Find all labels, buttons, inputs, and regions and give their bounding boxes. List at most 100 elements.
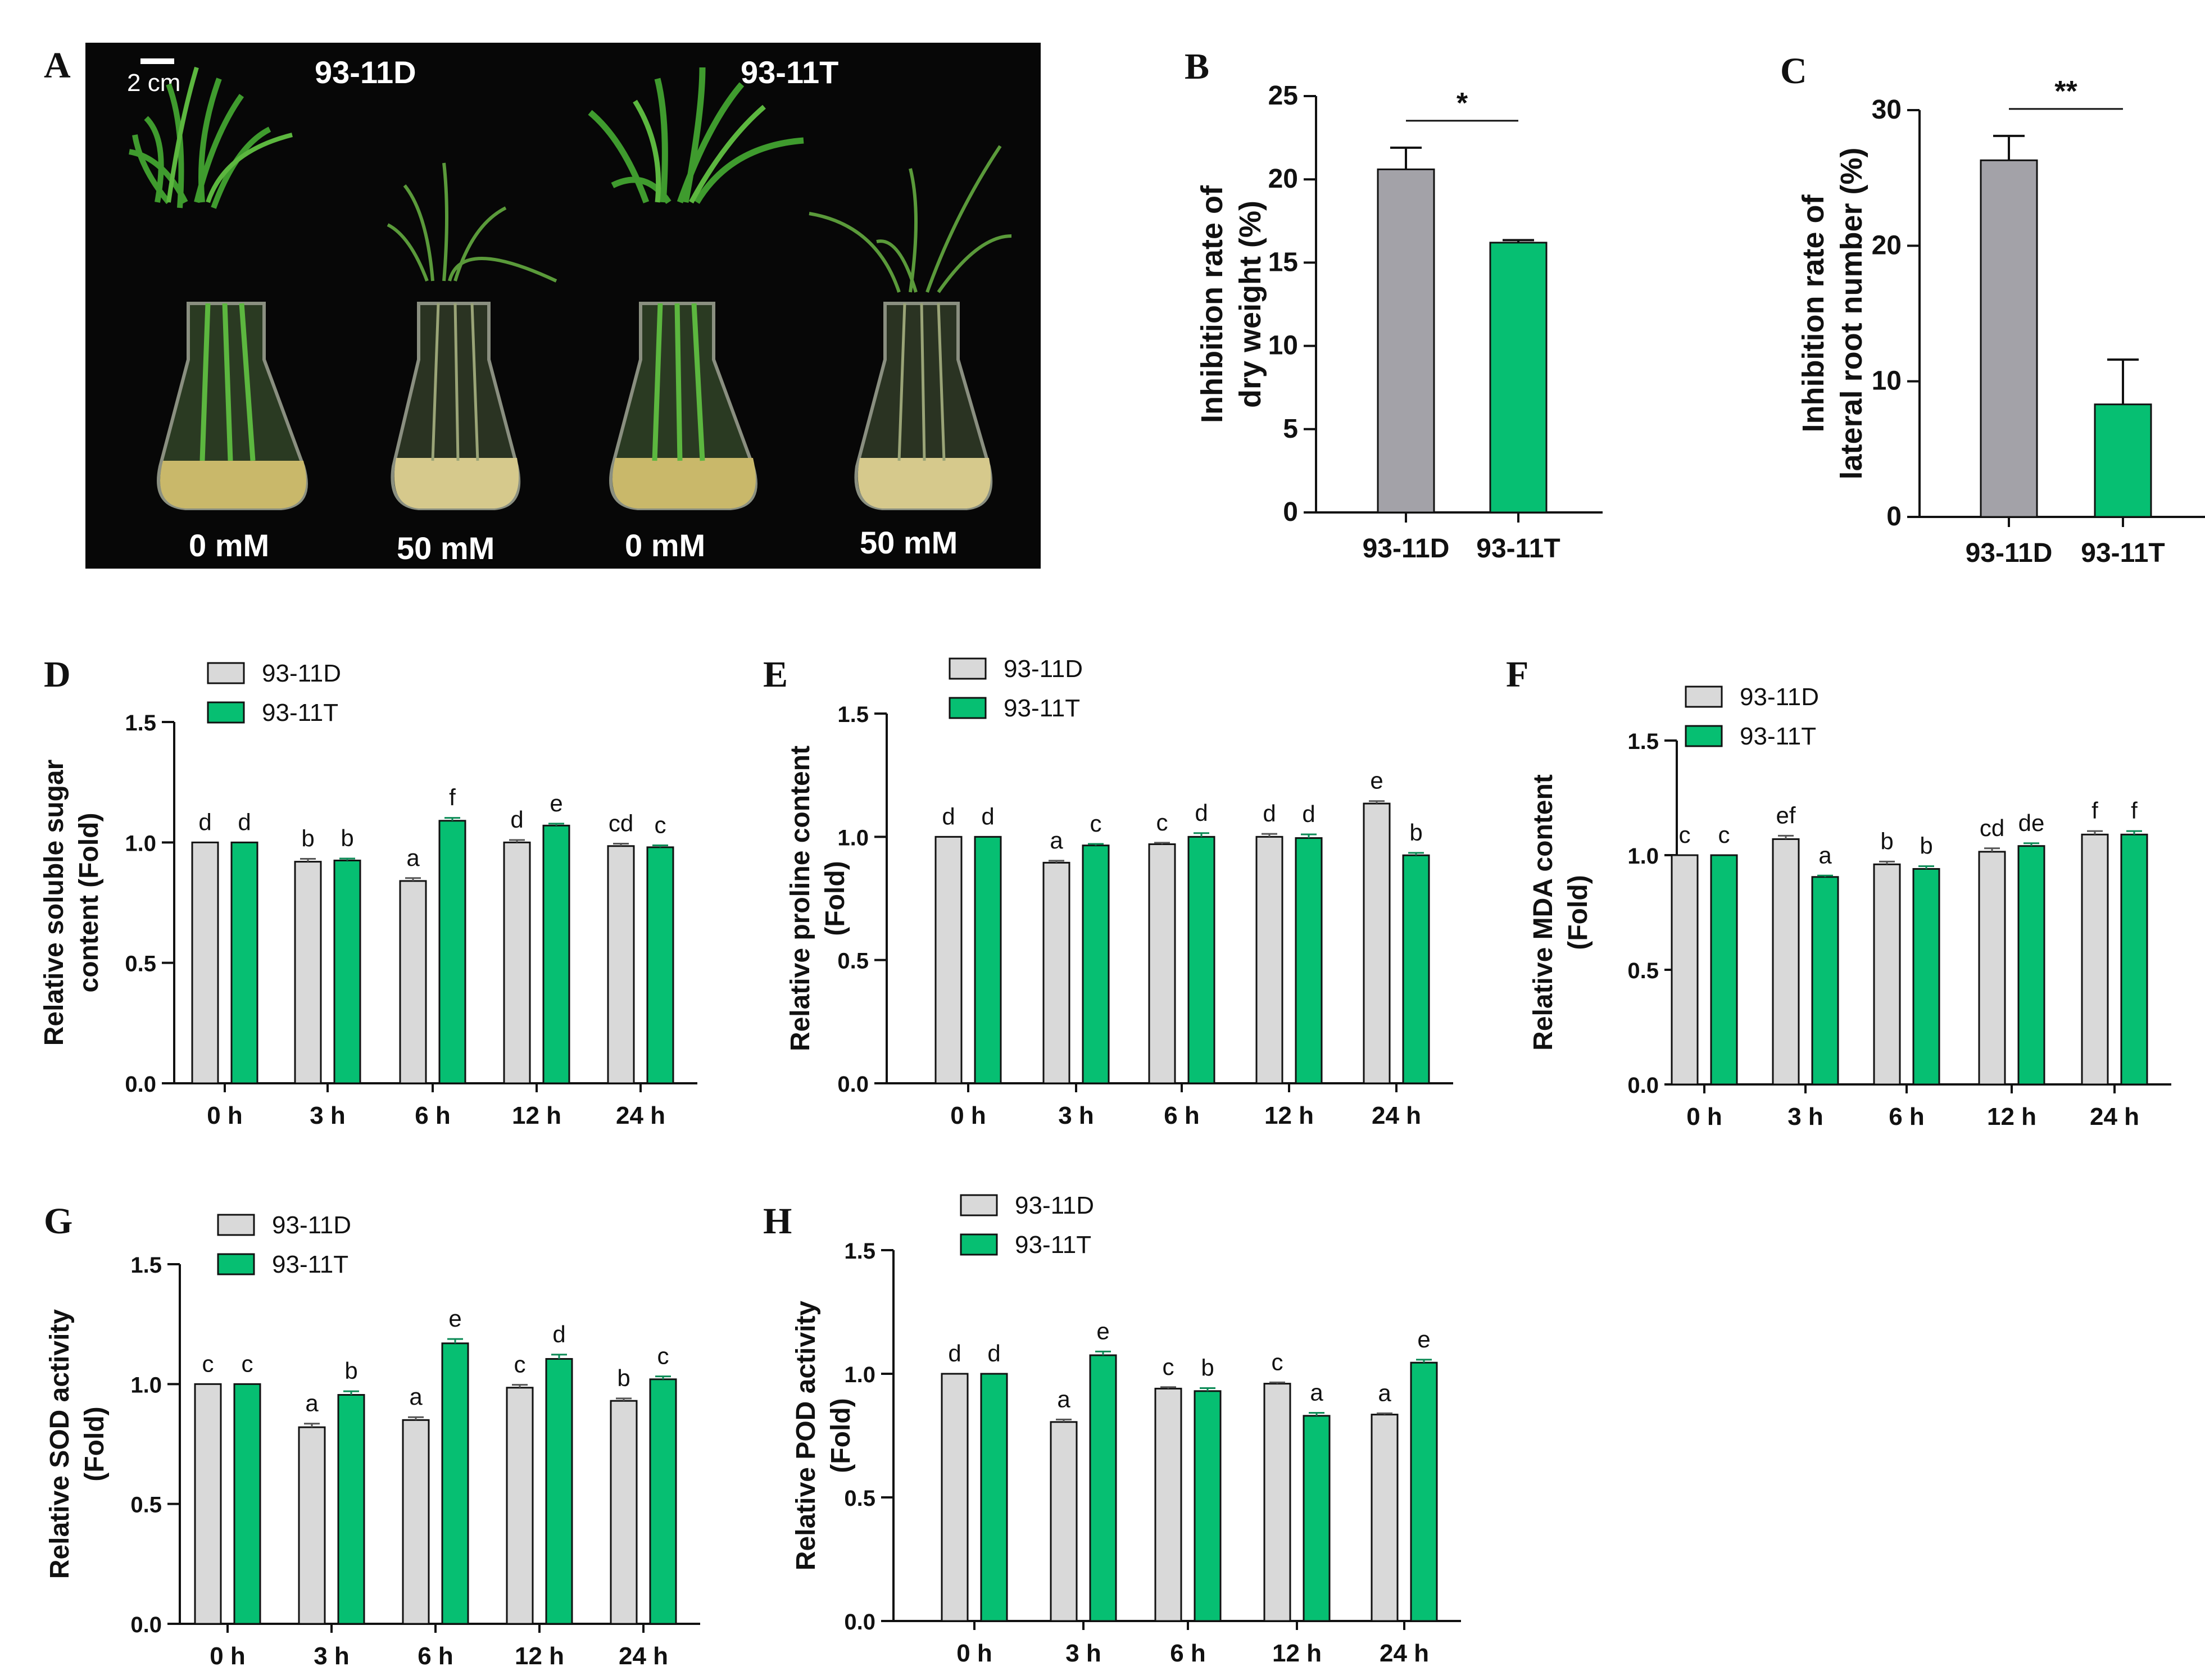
y-tick-label: 0.5: [125, 952, 156, 977]
bar-93-11t-12h: [545, 1358, 573, 1625]
legend-label: 93-11T: [1740, 723, 1816, 750]
bar-93-11t-3h: [1811, 876, 1839, 1086]
y-tick-label: 1.0: [1627, 844, 1659, 869]
y-tick-label: 0.5: [130, 1493, 162, 1518]
legend-swatch: [1685, 725, 1723, 747]
bar-93-11t-0h: [980, 1373, 1008, 1622]
bar-93-11d-12h: [503, 841, 531, 1084]
x-tick-label: 3 h: [1065, 1640, 1101, 1667]
y-axis-label: Relative soluble sugar content (Fold): [39, 760, 104, 1046]
bar-93-11d-12h: [1255, 836, 1283, 1084]
y-tick-label: 0.5: [837, 949, 869, 974]
y-tick-label: 0.5: [1627, 959, 1659, 983]
y-axis-label-line: (Fold): [826, 1398, 856, 1473]
significance-letter: d: [238, 809, 251, 835]
bar-93-11d-6h: [402, 1419, 430, 1625]
x-tick-label: 3 h: [310, 1102, 346, 1129]
significance-letter: ef: [1776, 802, 1795, 828]
bar-93-11t-6h: [441, 1342, 469, 1625]
bar-93-11d-0h: [191, 841, 219, 1084]
significance-letter: e: [550, 790, 562, 816]
x-tick-label: 0 h: [956, 1640, 992, 1667]
y-axis-label-line: (Fold): [820, 861, 850, 936]
x-tick-label: 24 h: [619, 1642, 668, 1670]
significance-letter: a: [1310, 1379, 1323, 1406]
bar-93-11d-6h: [1154, 1387, 1182, 1622]
chart-panel-h: H 0.0 0.5 1.0 1.5 Relative POD activity (Fold)…: [763, 1192, 1461, 1667]
significance-letter: b: [1920, 833, 1932, 859]
bar-93-11t-24h: [1410, 1361, 1438, 1622]
significance-letter: c: [202, 1350, 214, 1377]
chart-panel-d: D 0.0 0.5 1.0 1.5 Relative soluble sugar conte…: [39, 654, 697, 1129]
significance-letter: d: [942, 803, 955, 829]
significance-letter: d: [1302, 801, 1315, 827]
y-tick-label: 0.5: [844, 1486, 875, 1511]
x-tick-label: 6 h: [415, 1102, 451, 1129]
photo-condition-label: 50 mM: [860, 525, 958, 560]
bar-93-11d-12h: [506, 1387, 534, 1625]
x-tick-label: 6 h: [1170, 1640, 1206, 1667]
significance-letter: c: [1156, 809, 1168, 836]
y-axis-label: Relative POD activity (Fold): [791, 1301, 856, 1571]
y-tick-label: 10: [1872, 366, 1902, 396]
bar-93-11d-0h: [941, 1373, 969, 1622]
flask-illustration: [809, 145, 1012, 510]
bar-93-11d-3h: [1772, 838, 1800, 1086]
legend-label: 93-11D: [272, 1211, 351, 1239]
panel-label-c: C: [1780, 51, 1807, 92]
y-axis-label-line: Inhibition rate of: [1195, 185, 1229, 423]
photo-group-left: 93-11D: [315, 55, 416, 90]
y-tick-label: 5: [1283, 414, 1298, 444]
significance-letter: b: [344, 1357, 357, 1384]
significance-letter: c: [655, 811, 666, 838]
bar-93-11d-3h: [294, 861, 322, 1084]
bar-93-11t-6h: [1912, 868, 1940, 1086]
legend-label: 93-11D: [1004, 655, 1083, 683]
y-tick-label: 0.0: [1627, 1073, 1659, 1098]
significance-letter: b: [341, 825, 353, 851]
y-tick-label: 0: [1283, 497, 1298, 527]
photo-condition-label: 50 mM: [397, 530, 494, 566]
y-tick-label: 20: [1872, 230, 1902, 260]
x-tick-label: 3 h: [314, 1642, 350, 1670]
x-tick-label: 0 h: [207, 1102, 243, 1129]
y-axis-label: Relative MDA content (Fold): [1528, 774, 1593, 1051]
y-tick-label: 0.0: [130, 1613, 162, 1637]
x-tick-label: 93-11D: [1363, 534, 1450, 564]
significance-letter: c: [242, 1350, 253, 1377]
x-tick-label: 12 h: [1272, 1640, 1322, 1667]
significance-letter: f: [449, 784, 456, 811]
y-tick-label: 0.0: [837, 1072, 869, 1097]
y-tick-label: 10: [1268, 331, 1298, 361]
significance-letter: a: [305, 1390, 319, 1416]
significance-letter: d: [1263, 800, 1276, 827]
y-axis-label: Relative SOD activity (Fold): [45, 1309, 110, 1579]
y-tick-label: 1.0: [837, 825, 869, 850]
panel-label-b: B: [1185, 46, 1209, 87]
panel-a-photo: A 2 cm 93-11D 93-11T: [44, 43, 1041, 569]
significance-letter: cd: [1980, 815, 2004, 841]
bar-93-11d-0h: [934, 836, 963, 1084]
significance-letter: b: [617, 1365, 630, 1391]
panel-label-f: F: [1506, 654, 1528, 695]
bar-93-11d-24h: [610, 1400, 638, 1625]
photo-condition-label: 0 mM: [625, 528, 705, 563]
significance-letter: d: [1195, 800, 1208, 826]
bar-93-11t-12h: [542, 824, 570, 1084]
x-tick-label: 6 h: [1164, 1102, 1200, 1129]
x-tick-label: 12 h: [1987, 1103, 2036, 1130]
y-tick-label: 1.5: [125, 711, 156, 735]
bar-93-11d-3h: [1050, 1421, 1078, 1622]
y-axis-label-line: lateral root number (%): [1835, 147, 1868, 479]
bar-93-11d-0h: [1671, 854, 1699, 1086]
flask-illustration: [129, 66, 308, 510]
bar-93-11d-6h: [1148, 843, 1176, 1084]
significance-letter: c: [514, 1351, 526, 1378]
flask-illustration: [588, 67, 804, 510]
x-tick-label: 12 h: [515, 1642, 564, 1670]
bar-93-11d-0h: [194, 1383, 222, 1625]
y-axis-label-line: Relative soluble sugar: [39, 760, 69, 1046]
bar-93-11t-6h: [1194, 1390, 1222, 1622]
significance-letter: c: [1163, 1354, 1174, 1380]
